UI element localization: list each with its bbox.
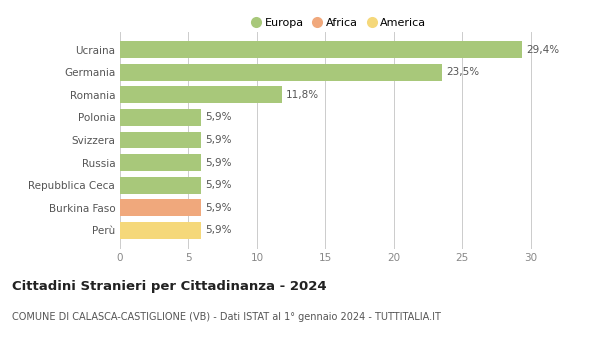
Bar bbox=[120, 222, 201, 239]
Text: 5,9%: 5,9% bbox=[205, 225, 232, 235]
Bar bbox=[120, 64, 442, 81]
Text: 5,9%: 5,9% bbox=[205, 180, 232, 190]
Bar bbox=[120, 132, 201, 148]
Text: 29,4%: 29,4% bbox=[527, 45, 560, 55]
Text: 11,8%: 11,8% bbox=[286, 90, 319, 100]
Legend: Europa, Africa, America: Europa, Africa, America bbox=[247, 13, 431, 33]
Text: 23,5%: 23,5% bbox=[446, 67, 479, 77]
Bar bbox=[120, 177, 201, 194]
Bar bbox=[120, 109, 201, 126]
Bar bbox=[120, 154, 201, 171]
Text: COMUNE DI CALASCA-CASTIGLIONE (VB) - Dati ISTAT al 1° gennaio 2024 - TUTTITALIA.: COMUNE DI CALASCA-CASTIGLIONE (VB) - Dat… bbox=[12, 312, 441, 322]
Bar bbox=[120, 199, 201, 216]
Text: 5,9%: 5,9% bbox=[205, 203, 232, 213]
Text: 5,9%: 5,9% bbox=[205, 135, 232, 145]
Text: Cittadini Stranieri per Cittadinanza - 2024: Cittadini Stranieri per Cittadinanza - 2… bbox=[12, 280, 326, 293]
Bar bbox=[120, 41, 523, 58]
Text: 5,9%: 5,9% bbox=[205, 112, 232, 122]
Bar bbox=[120, 86, 281, 103]
Text: 5,9%: 5,9% bbox=[205, 158, 232, 168]
